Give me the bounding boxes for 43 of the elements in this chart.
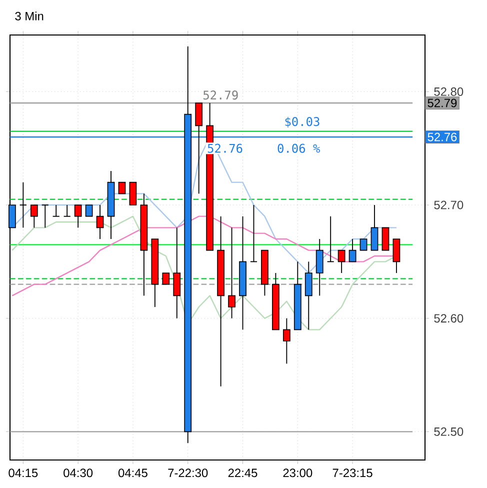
x-tick-label: 23:00 — [283, 468, 312, 478]
candlestick — [392, 238, 400, 274]
y-tick-label: 52.70 — [434, 200, 464, 210]
candlestick — [228, 227, 236, 319]
candlestick — [326, 216, 334, 262]
candlestick — [129, 182, 137, 206]
candlestick — [195, 102, 203, 194]
annotation: 52.79 — [203, 90, 238, 100]
annotation: 0.06 % — [278, 144, 320, 153]
candlestick — [370, 204, 378, 251]
candlestick — [30, 204, 38, 228]
candlestick — [173, 227, 181, 319]
ref-line-label: 52.79 — [428, 98, 457, 108]
candlestick — [118, 182, 126, 194]
x-tick-label: 04:45 — [118, 468, 148, 478]
candlestick — [348, 238, 356, 262]
candlestick — [282, 318, 290, 364]
candlestick — [85, 204, 93, 217]
candlestick — [63, 204, 71, 217]
candlestick — [74, 204, 82, 228]
y-tick-label: 52.80 — [434, 87, 464, 96]
x-tick-label: 7-23:15 — [332, 468, 372, 478]
candlestick — [382, 227, 390, 251]
y-tick-label: 52.60 — [434, 314, 464, 323]
candlestick — [338, 250, 346, 274]
annotation: $0.03 — [285, 116, 320, 128]
candlestick — [41, 204, 49, 228]
candlestick — [250, 204, 258, 262]
x-tick-label: 22:45 — [228, 468, 258, 478]
annotation: 52.76 — [208, 144, 242, 153]
candlestick — [316, 238, 324, 296]
x-tick-label: 04:30 — [64, 468, 93, 478]
candlestick — [52, 204, 60, 217]
y-tick-label: 52.50 — [434, 427, 464, 436]
ref-line-label: 52.76 — [428, 132, 457, 142]
chart-title: 3 Min — [15, 12, 44, 20]
candlestick — [162, 272, 170, 285]
candlestick — [19, 182, 27, 228]
candlestick — [304, 261, 312, 330]
x-tick-label: 04:15 — [8, 468, 38, 478]
candlestick — [360, 238, 368, 251]
candlestick — [96, 204, 104, 240]
x-tick-label: 7-22:30 — [168, 468, 208, 478]
